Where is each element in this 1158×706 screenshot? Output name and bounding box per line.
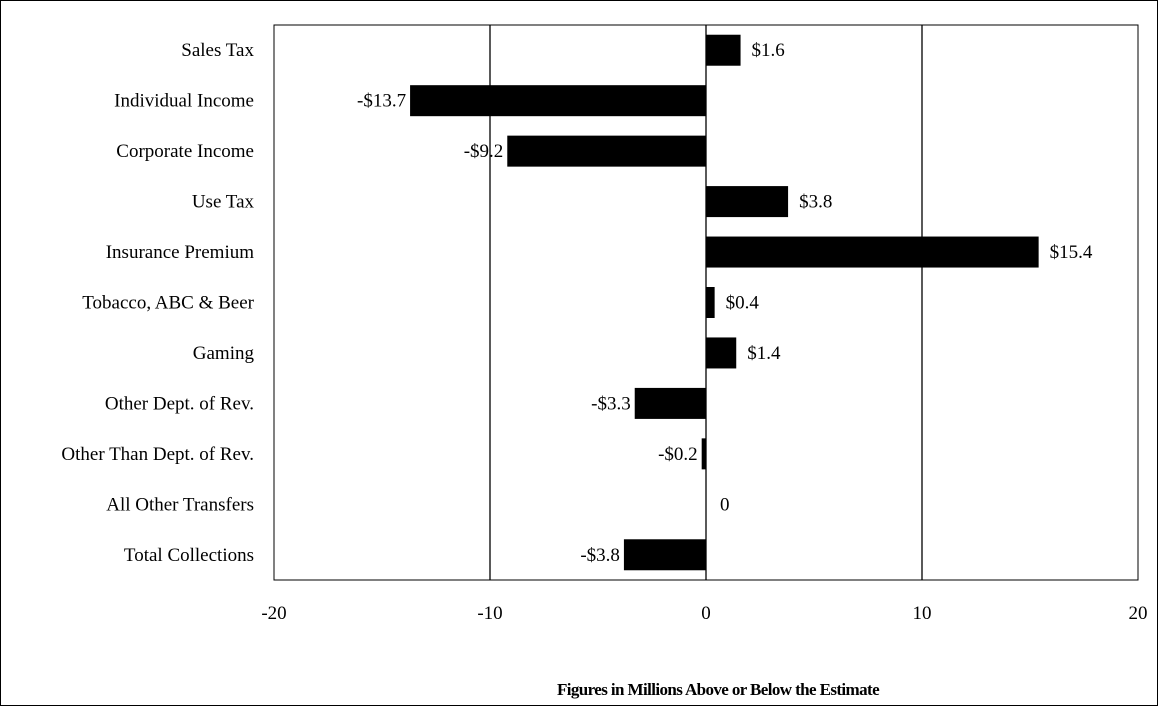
category-labels: Sales Tax Individual Income Corporate Inco… [61,40,254,566]
category-label: Tobacco, ABC & Beer [82,293,254,314]
bars [410,34,1039,571]
x-tick-label: -20 [261,603,286,624]
bar [634,387,706,419]
category-label: All Other Transfers [106,494,254,515]
bar [410,85,706,117]
bar [706,34,741,66]
category-label: Corporate Income [116,141,254,162]
bar [706,287,715,318]
data-label: -$13.7 [357,91,406,112]
data-label: $0.4 [726,293,760,314]
category-label: Sales Tax [181,40,254,61]
x-tick-label: -10 [477,603,502,624]
data-label: $1.6 [752,40,785,61]
data-labels: $1.6 -$13.7 -$9.2 $3.8 $15.4 $0.4 $1.4 -$3.3 -$0… [357,40,1093,566]
data-label: $3.8 [799,192,832,213]
category-label: Individual Income [114,91,254,112]
data-label: -$3.3 [591,393,631,414]
data-label: $1.4 [747,343,781,364]
plot-area [273,24,1139,581]
data-label: -$9.2 [464,141,504,162]
category-label: Use Tax [192,192,255,213]
category-label: Other Than Dept. of Rev. [61,444,254,465]
bar [701,438,706,470]
bar [706,236,1039,268]
category-label: Insurance Premium [106,242,254,263]
data-label: -$0.2 [658,444,698,465]
x-tick-label: 10 [913,603,932,624]
x-tick-label: 20 [1129,603,1148,624]
x-axis-ticks: -20 -10 0 10 20 [261,603,1147,624]
bar [623,539,706,571]
x-axis-title: Figures in Millions Above or Below the E… [557,680,880,699]
bar [507,135,706,167]
x-tick-label: 0 [701,603,711,624]
data-label: $15.4 [1050,242,1093,263]
bar [706,337,737,369]
category-label: Total Collections [124,545,254,566]
category-label: Gaming [193,343,255,364]
data-label: 0 [720,494,730,515]
category-label: Other Dept. of Rev. [105,393,254,414]
bar [706,186,789,218]
data-label: -$3.8 [580,545,620,566]
